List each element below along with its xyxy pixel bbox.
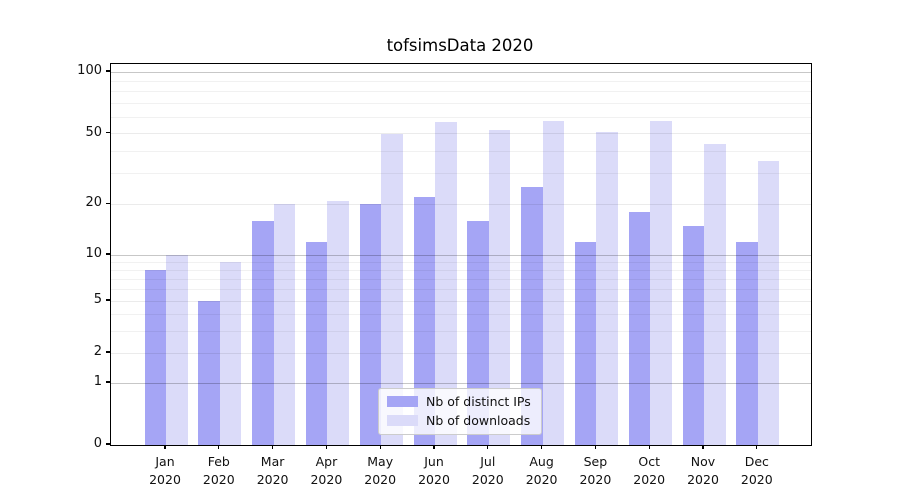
x-tick-mark-aug-2020: [541, 444, 543, 449]
x-tick-mark-nov-2020: [702, 444, 704, 449]
bar-nb-of-downloads-jul-2020: [488, 130, 511, 445]
bar-nb-of-downloads-jun-2020: [435, 122, 457, 445]
legend-swatch-distinct-ips: [387, 396, 418, 407]
gridline-minor-90: [111, 80, 811, 82]
gridline-minor-30: [111, 172, 811, 174]
bar-nb-of-distinct-ips-jun-2020: [413, 197, 435, 445]
legend: Nb of distinct IPs Nb of downloads: [378, 388, 542, 435]
gridline-minor-40: [111, 150, 811, 152]
bar-nb-of-downloads-apr-2020: [327, 200, 349, 445]
legend-item-distinct-ips: Nb of distinct IPs: [387, 394, 531, 409]
y-tick-label-1: 1: [93, 374, 102, 390]
x-tick-label-aug-2020: Aug 2020: [525, 453, 558, 487]
x-tick-label-oct-2020: Oct 2020: [633, 453, 666, 487]
bar-nb-of-distinct-ips-nov-2020: [682, 225, 704, 445]
bar-nb-of-distinct-ips-may-2020: [359, 204, 382, 445]
x-tick-label-jul-2020: Jul 2020: [471, 453, 504, 487]
y-tick-label-50: 50: [85, 124, 102, 140]
x-axis: Jan 2020 Feb 2020 Mar 2020 Apr 2020 May 2020 Jun 20…: [110, 444, 810, 495]
gridline-minor-6: [111, 288, 811, 290]
y-tick-mark-1: [106, 381, 110, 383]
y-tick-label-5: 5: [93, 292, 102, 308]
y-tick-mark-2: [106, 351, 110, 353]
y-tick-label-100: 100: [77, 63, 102, 79]
bar-nb-of-distinct-ips-feb-2020: [198, 301, 220, 445]
x-tick-mark-feb-2020: [218, 444, 220, 449]
x-tick-label-jun-2020: Jun 2020: [418, 453, 450, 487]
y-tick-mark-5: [106, 299, 110, 301]
legend-label-distinct-ips: Nb of distinct IPs: [426, 394, 531, 409]
gridline-minor-8: [111, 269, 811, 271]
x-tick-mark-may-2020: [379, 444, 381, 449]
bar-nb-of-downloads-dec-2020: [757, 161, 780, 445]
bar-nb-of-distinct-ips-dec-2020: [736, 241, 758, 445]
x-tick-mark-jan-2020: [164, 444, 166, 449]
gridline-major-100: [111, 71, 811, 73]
x-tick-label-apr-2020: Apr 2020: [310, 453, 343, 487]
x-tick-label-nov-2020: Nov 2020: [687, 453, 719, 487]
y-tick-mark-20: [106, 202, 110, 204]
gridline-20: [111, 203, 811, 205]
y-tick-mark-10: [106, 253, 110, 255]
bar-nb-of-downloads-oct-2020: [650, 120, 672, 445]
chart-title: tofsimsData 2020: [386, 36, 534, 55]
x-tick-label-sep-2020: Sep 2020: [579, 453, 612, 487]
x-tick-mark-jul-2020: [487, 444, 489, 449]
gridline-minor-60: [111, 117, 811, 118]
y-tick-label-0: 0: [93, 436, 102, 452]
gridline-2: [111, 352, 811, 354]
x-tick-mark-oct-2020: [648, 444, 650, 449]
y-tick-label-10: 10: [85, 246, 102, 262]
bar-nb-of-distinct-ips-oct-2020: [628, 212, 651, 445]
legend-swatch-downloads: [387, 415, 418, 426]
bar-nb-of-distinct-ips-mar-2020: [252, 220, 274, 445]
bar-nb-of-distinct-ips-jan-2020: [144, 270, 166, 445]
x-tick-mark-jun-2020: [433, 444, 435, 449]
plot-area: Nb of distinct IPs Nb of downloads: [110, 63, 812, 446]
x-tick-label-dec-2020: Dec 2020: [740, 453, 773, 487]
x-tick-mark-mar-2020: [272, 444, 274, 449]
x-tick-mark-sep-2020: [594, 444, 597, 449]
gridline-major-1: [111, 382, 811, 384]
legend-label-downloads: Nb of downloads: [426, 413, 531, 428]
x-tick-mark-dec-2020: [756, 444, 758, 449]
y-tick-mark-100: [106, 70, 110, 72]
bar-nb-of-downloads-nov-2020: [704, 143, 726, 445]
gridline-minor-4: [111, 314, 811, 316]
bar-nb-of-downloads-mar-2020: [273, 204, 296, 445]
legend-item-downloads: Nb of downloads: [387, 413, 531, 428]
y-tick-label-20: 20: [85, 195, 102, 211]
gridline-minor-80: [111, 91, 811, 93]
bar-nb-of-downloads-feb-2020: [219, 262, 242, 445]
y-tick-mark-0: [106, 443, 110, 445]
gridline-major-10: [111, 254, 811, 256]
bar-nb-of-downloads-may-2020: [381, 133, 403, 445]
y-axis: 0 1 2 5 10 20 50 100: [0, 63, 110, 451]
bar-nb-of-distinct-ips-aug-2020: [521, 187, 543, 445]
x-tick-mark-apr-2020: [325, 444, 328, 449]
y-tick-label-2: 2: [93, 344, 102, 360]
bar-nb-of-downloads-aug-2020: [542, 120, 565, 445]
bar-nb-of-distinct-ips-sep-2020: [574, 241, 597, 445]
x-tick-label-feb-2020: Feb 2020: [202, 453, 235, 487]
bars-layer: [111, 64, 811, 445]
gridline-50: [111, 133, 811, 135]
gridline-minor-3: [111, 330, 811, 332]
y-tick-mark-50: [106, 132, 110, 134]
gridline-minor-9: [111, 261, 811, 263]
gridline-5: [111, 300, 811, 302]
bar-nb-of-downloads-sep-2020: [596, 131, 618, 445]
bar-nb-of-distinct-ips-apr-2020: [305, 241, 328, 445]
x-tick-label-mar-2020: Mar 2020: [256, 453, 289, 487]
x-tick-label-may-2020: May 2020: [364, 453, 397, 487]
gridline-minor-7: [111, 278, 811, 280]
bar-nb-of-downloads-jan-2020: [166, 255, 188, 445]
x-tick-label-jan-2020: Jan 2020: [149, 453, 181, 487]
gridline-minor-70: [111, 103, 811, 105]
